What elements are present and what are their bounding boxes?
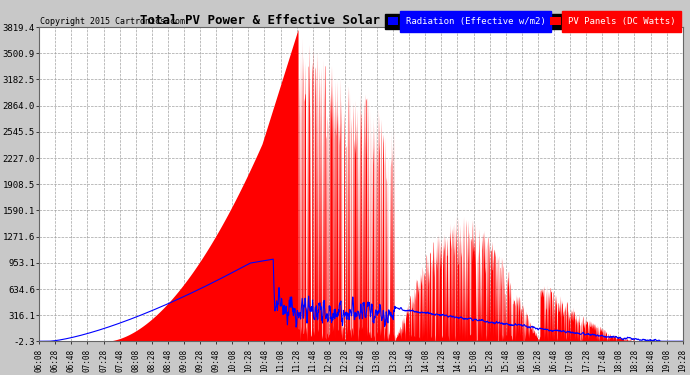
Title: Total PV Power & Effective Solar Radiation Mon Aug 24 19:32: Total PV Power & Effective Solar Radiati… bbox=[139, 14, 582, 27]
Text: Copyright 2015 Cartronics.com: Copyright 2015 Cartronics.com bbox=[40, 16, 185, 26]
Legend: Radiation (Effective w/m2), PV Panels (DC Watts): Radiation (Effective w/m2), PV Panels (D… bbox=[385, 14, 678, 29]
